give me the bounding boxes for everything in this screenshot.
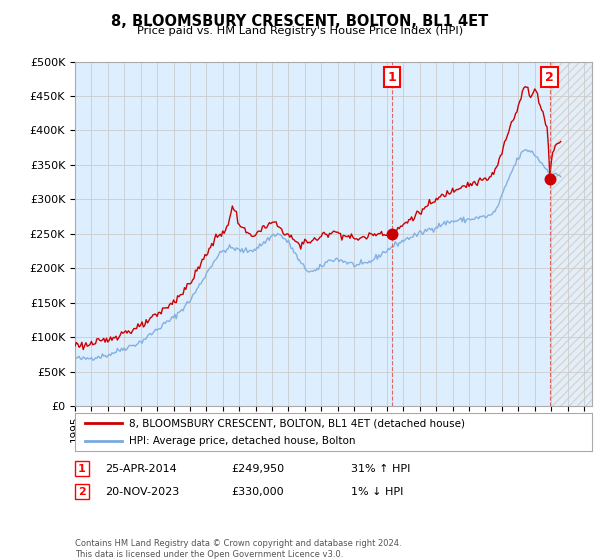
Text: 31% ↑ HPI: 31% ↑ HPI <box>351 464 410 474</box>
Text: Price paid vs. HM Land Registry's House Price Index (HPI): Price paid vs. HM Land Registry's House … <box>137 26 463 36</box>
Text: 25-APR-2014: 25-APR-2014 <box>105 464 177 474</box>
Text: 1: 1 <box>78 464 86 474</box>
Text: 1% ↓ HPI: 1% ↓ HPI <box>351 487 403 497</box>
Text: 20-NOV-2023: 20-NOV-2023 <box>105 487 179 497</box>
Text: HPI: Average price, detached house, Bolton: HPI: Average price, detached house, Bolt… <box>130 436 356 446</box>
Text: £330,000: £330,000 <box>231 487 284 497</box>
Text: 1: 1 <box>388 71 397 83</box>
Text: 8, BLOOMSBURY CRESCENT, BOLTON, BL1 4ET: 8, BLOOMSBURY CRESCENT, BOLTON, BL1 4ET <box>112 14 488 29</box>
Point <box>388 230 397 239</box>
Text: 8, BLOOMSBURY CRESCENT, BOLTON, BL1 4ET (detached house): 8, BLOOMSBURY CRESCENT, BOLTON, BL1 4ET … <box>130 418 466 428</box>
Text: 2: 2 <box>545 71 554 83</box>
Bar <box>550 62 592 406</box>
Text: 2: 2 <box>78 487 86 497</box>
Point <box>545 174 554 183</box>
Text: £249,950: £249,950 <box>231 464 284 474</box>
Text: Contains HM Land Registry data © Crown copyright and database right 2024.
This d: Contains HM Land Registry data © Crown c… <box>75 539 401 559</box>
